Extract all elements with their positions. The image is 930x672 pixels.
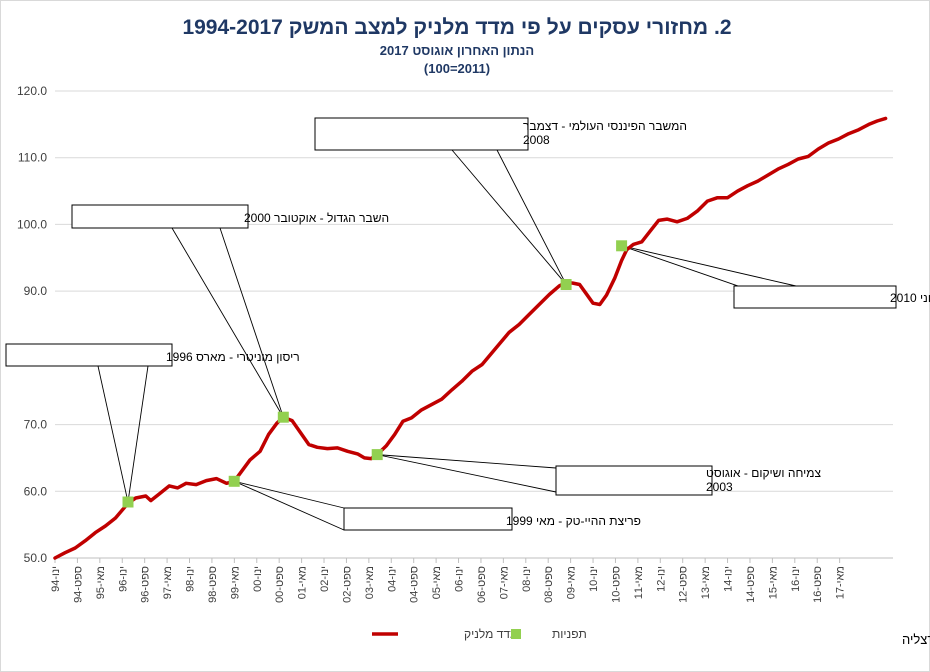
annotation-text-3-1: 2003 bbox=[706, 480, 733, 494]
chart-title: 2. מחזורי עסקים על פי מדד מלניק למצב המש… bbox=[182, 16, 731, 39]
turning-point-marker-5 bbox=[616, 240, 628, 252]
x-tick-label-24: ינו-10 bbox=[588, 566, 600, 592]
annotation-box-4 bbox=[314, 117, 529, 151]
x-tick-label-21: ינו-08 bbox=[521, 566, 533, 592]
x-tick-label-3: ינו-96 bbox=[117, 566, 129, 592]
annotation-leader-0-1 bbox=[127, 365, 149, 503]
x-tick-label-13: ספט-02 bbox=[341, 566, 353, 603]
x-tick-label-33: ינו-16 bbox=[790, 566, 802, 592]
y-tick-label-1: 60.0 bbox=[24, 484, 48, 498]
legend-series-label: מדד מלניק bbox=[464, 627, 518, 641]
annotation-text-4-0: המשבר הפיננסי העולמי - דצמבר bbox=[523, 119, 687, 133]
turning-point-marker-2 bbox=[228, 475, 240, 487]
x-tick-label-9: ינו-00 bbox=[252, 566, 264, 592]
annotation-text-4-1: 2008 bbox=[523, 133, 550, 147]
annotation-leader-5-0 bbox=[621, 245, 797, 287]
annotation-leader-2-1 bbox=[234, 480, 345, 531]
y-axis-ticks: 50.0 60.0 70.0 90.0 100.0 110.0 120.0 bbox=[17, 84, 47, 565]
x-tick-label-22: ספט-08 bbox=[543, 566, 555, 603]
annotation-leader-1-1 bbox=[219, 227, 284, 418]
x-tick-label-7: ספט-98 bbox=[207, 566, 219, 603]
source-credit: פרופ' רפי מלניק, המרכז הבינתחומי הרצליה bbox=[902, 632, 930, 647]
annotation-leaders bbox=[97, 149, 797, 531]
annotation-box-5 bbox=[733, 285, 897, 309]
x-tick-label-19: ספט-06 bbox=[476, 566, 488, 603]
annotation-leader-3-1 bbox=[377, 454, 557, 493]
legend-marker-label: תפניות bbox=[552, 627, 587, 641]
x-tick-label-34: ספט-16 bbox=[812, 566, 824, 603]
y-tick-label-2: 70.0 bbox=[24, 418, 48, 432]
x-tick-label-14: מאי-03 bbox=[364, 566, 376, 599]
legend: מדד מלניק תפניות bbox=[372, 627, 587, 641]
x-tick-label-0: ינו-94 bbox=[50, 566, 62, 592]
x-tick-label-31: ספט-14 bbox=[745, 566, 757, 603]
annotation-text-3-0: צמיחה ושיקום - אוגוסט bbox=[706, 466, 821, 480]
x-tick-label-26: מאי-11 bbox=[633, 566, 645, 599]
annotation-text-5-0: המחזור הנוכחי - יוני 2010 bbox=[890, 291, 930, 305]
x-tick-label-35: מאי-17 bbox=[835, 566, 847, 599]
x-tick-label-6: ינו-98 bbox=[185, 566, 197, 592]
x-tick-label-20: מאי-07 bbox=[498, 566, 510, 599]
x-tick-label-5: מאי-97 bbox=[162, 566, 174, 599]
turning-point-marker-0 bbox=[122, 496, 134, 508]
x-tick-label-16: ספט-04 bbox=[409, 566, 421, 603]
x-tick-label-15: ינו-04 bbox=[386, 566, 398, 592]
x-tick-label-2: מאי-95 bbox=[95, 566, 107, 599]
x-tick-label-1: ספט-94 bbox=[72, 566, 84, 603]
annotation-text-2-0: פריצת ההיי-טק - מאי 1999 bbox=[506, 514, 641, 528]
x-tick-label-17: מאי-05 bbox=[431, 566, 443, 599]
annotation-text-1-0: השבר הגדול - אוקטובר 2000 bbox=[244, 211, 389, 225]
series-line bbox=[53, 116, 888, 560]
turning-point-markers bbox=[122, 240, 628, 508]
y-tick-label-3: 90.0 bbox=[24, 284, 48, 298]
turning-point-marker-3 bbox=[371, 449, 383, 461]
legend-marker-swatch bbox=[511, 629, 521, 639]
annotation-box-2 bbox=[343, 507, 513, 531]
x-tick-label-29: מאי-13 bbox=[700, 566, 712, 599]
x-tick-label-18: ינו-06 bbox=[454, 566, 466, 592]
x-tick-label-11: מאי-01 bbox=[297, 566, 309, 599]
turning-point-marker-1 bbox=[277, 411, 289, 423]
annotation-leader-3-0 bbox=[377, 454, 557, 469]
annotation-text-0-0: ריסון מוניטרי - מארס 1996 bbox=[166, 350, 300, 364]
annotation-box-0 bbox=[5, 343, 173, 367]
x-tick-label-10: ספט-00 bbox=[274, 566, 286, 603]
y-tick-label-5: 110.0 bbox=[18, 151, 47, 165]
annotation-box-3 bbox=[555, 465, 713, 496]
y-tick-label-6: 120.0 bbox=[17, 84, 47, 98]
y-tick-label-0: 50.0 bbox=[24, 551, 48, 565]
annotation-leader-0-0 bbox=[97, 365, 129, 503]
x-tick-label-8: מאי-99 bbox=[229, 566, 241, 599]
y-tick-label-4: 100.0 bbox=[17, 217, 47, 231]
x-tick-label-25: ספט-10 bbox=[610, 566, 622, 603]
x-tick-label-28: ספט-12 bbox=[678, 566, 690, 603]
x-tick-label-32: מאי-15 bbox=[767, 566, 779, 599]
x-tick-label-27: ינו-12 bbox=[655, 566, 667, 592]
x-tick-label-23: מאי-09 bbox=[566, 566, 578, 599]
annotation-boxes: ריסון מוניטרי - מארס 1996 השבר הגדול - או… bbox=[5, 117, 930, 531]
x-tick-label-4: ספט-96 bbox=[140, 566, 152, 603]
chart-subtitle-2: (100=2011) bbox=[424, 61, 490, 76]
chart-subtitle-1: הנתון האחרון אוגוסט 2017 bbox=[380, 43, 534, 58]
x-axis-ticks: ינו-94 ספט-94 מאי-95 ינו-96 ספט-96 מאי-97 ינו-… bbox=[50, 558, 847, 603]
x-tick-label-30: ינו-14 bbox=[723, 566, 735, 592]
annotation-leader-4-0 bbox=[451, 149, 567, 285]
annotation-leader-4-1 bbox=[496, 149, 567, 285]
turning-point-marker-4 bbox=[560, 279, 572, 290]
annotation-leader-1-0 bbox=[171, 227, 284, 418]
annotation-box-1 bbox=[71, 204, 249, 229]
annotation-leader-2-0 bbox=[234, 480, 345, 509]
x-tick-label-12: ינו-02 bbox=[319, 566, 331, 592]
